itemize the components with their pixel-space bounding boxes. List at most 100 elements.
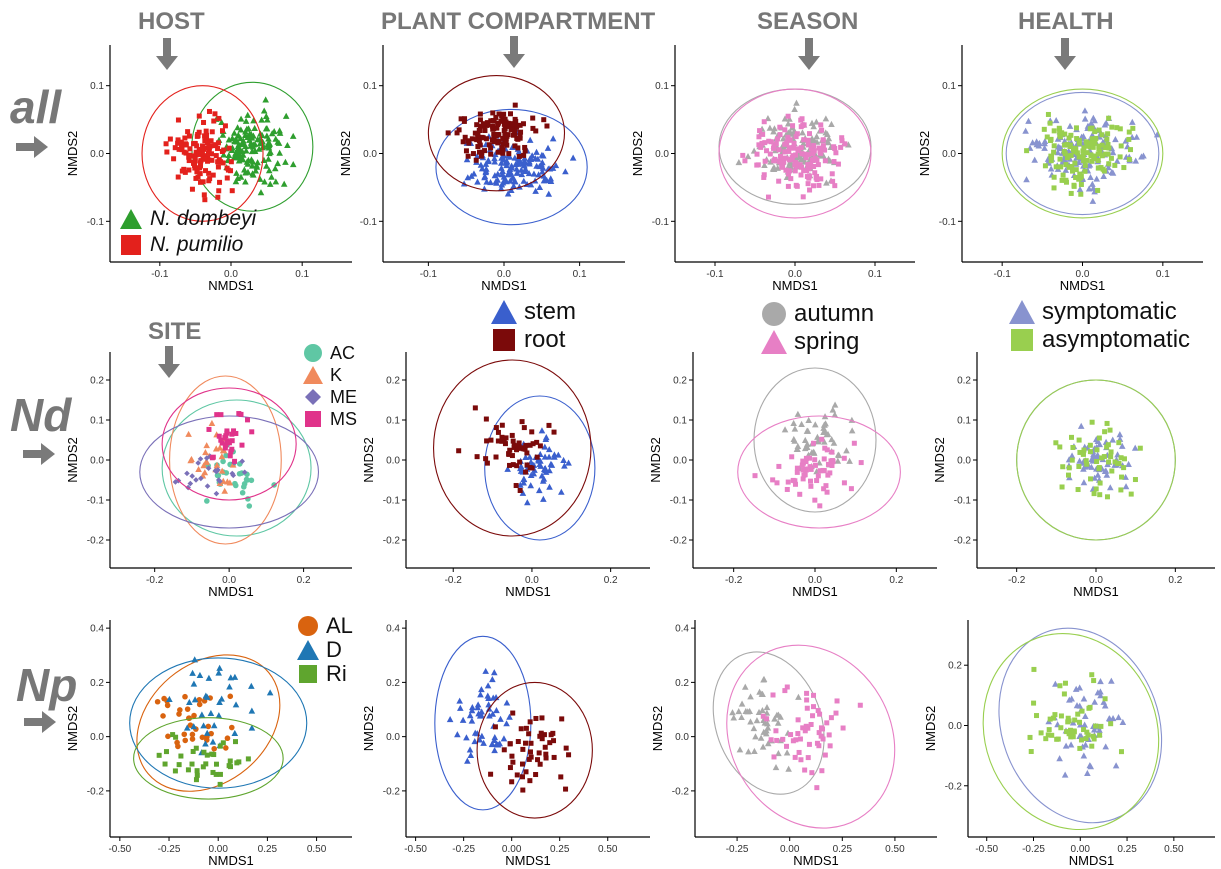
- point: [798, 757, 804, 763]
- confidence-ellipse: [1016, 379, 1176, 541]
- point: [1047, 716, 1053, 722]
- point: [1114, 125, 1120, 131]
- point: [1104, 444, 1110, 450]
- panel-Nd-plant-compartment: -0.2 0.0 0.2 -0.2 -0.1 0.0 0.1 0.2 NMDS1 NMDS2: [361, 352, 650, 599]
- point: [1102, 696, 1108, 702]
- point: [203, 455, 210, 461]
- point: [820, 143, 826, 149]
- point: [481, 174, 488, 181]
- point: [1062, 680, 1068, 686]
- y-tick-label: 0.4: [675, 624, 689, 635]
- point: [196, 113, 202, 119]
- point: [502, 139, 508, 145]
- point: [1104, 136, 1110, 142]
- point: [480, 739, 487, 746]
- y-tick-label: 0.0: [90, 732, 104, 743]
- point: [216, 698, 223, 705]
- row-label-nd: Nd: [10, 389, 72, 441]
- point: [476, 712, 484, 719]
- point: [824, 447, 830, 453]
- point: [175, 743, 181, 750]
- point: [766, 124, 774, 131]
- point: [1068, 152, 1074, 158]
- point: [782, 149, 788, 155]
- point: [518, 726, 524, 732]
- point: [276, 127, 283, 134]
- panel-Np-health: -0.50 -0.25 0.00 0.25 0.50 -0.2 0.0 0.2 NMDS1 NMD…: [923, 620, 1215, 868]
- point: [1043, 736, 1049, 742]
- triangle-marker-icon: [303, 366, 323, 384]
- point: [536, 183, 544, 191]
- point: [1108, 677, 1115, 684]
- point: [1108, 155, 1114, 161]
- point: [172, 145, 178, 151]
- point: [1093, 135, 1099, 141]
- point: [783, 749, 791, 756]
- point: [1068, 695, 1075, 702]
- point: [184, 470, 190, 477]
- point: [1061, 156, 1068, 163]
- point: [788, 732, 794, 738]
- point: [1088, 455, 1096, 463]
- point: [1071, 145, 1077, 151]
- point: [1084, 150, 1090, 156]
- point: [1023, 176, 1030, 183]
- point: [239, 489, 246, 496]
- point: [1038, 730, 1044, 736]
- point: [530, 125, 536, 131]
- legend-item: AL: [296, 614, 353, 638]
- point: [202, 449, 209, 456]
- point: [760, 675, 768, 682]
- point: [244, 160, 252, 167]
- point: [222, 123, 228, 129]
- point: [729, 709, 736, 716]
- point: [219, 128, 225, 134]
- point: [207, 709, 215, 716]
- point: [1092, 436, 1100, 443]
- point: [735, 158, 743, 166]
- point: [215, 140, 221, 146]
- point: [1076, 137, 1082, 143]
- point: [777, 124, 783, 130]
- point: [779, 164, 785, 170]
- point: [178, 753, 184, 759]
- point: [1080, 153, 1086, 159]
- point: [812, 497, 818, 503]
- point: [445, 130, 451, 136]
- point: [815, 473, 821, 479]
- point: [1099, 455, 1105, 461]
- point: [1082, 168, 1088, 174]
- point: [1116, 431, 1124, 438]
- point: [520, 475, 528, 482]
- point: [848, 427, 856, 434]
- point: [1091, 678, 1097, 684]
- legend-item: Ri: [296, 662, 353, 686]
- point: [245, 756, 251, 762]
- point: [1080, 451, 1086, 457]
- point: [484, 682, 492, 689]
- point: [189, 731, 196, 738]
- point: [1096, 435, 1102, 441]
- y-tick-label: 0.1: [90, 416, 104, 427]
- point: [1069, 729, 1075, 735]
- series-ac: [161, 399, 312, 537]
- point: [521, 425, 527, 431]
- series-ms: [161, 387, 297, 501]
- series-root: [476, 681, 593, 819]
- point: [1066, 135, 1072, 141]
- point: [816, 730, 822, 736]
- point: [1076, 154, 1082, 160]
- point: [1048, 136, 1054, 142]
- point: [263, 162, 270, 169]
- x-tick-label: -0.25: [1022, 844, 1045, 855]
- point: [485, 158, 492, 165]
- point: [526, 731, 532, 737]
- point: [233, 146, 241, 153]
- x-axis-label: NMDS1: [793, 853, 839, 868]
- point: [1066, 718, 1072, 724]
- point: [206, 170, 212, 176]
- point: [503, 699, 511, 706]
- y-tick-label: 0.1: [363, 81, 377, 92]
- point: [794, 442, 802, 449]
- point: [824, 720, 830, 726]
